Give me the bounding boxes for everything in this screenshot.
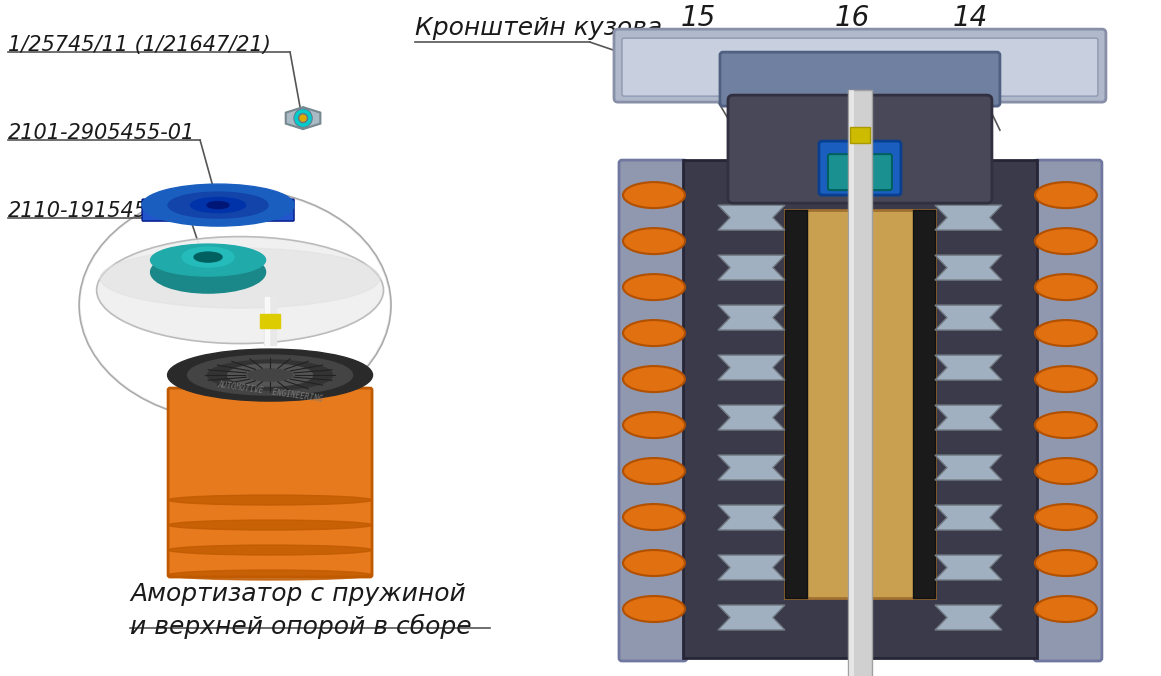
Ellipse shape — [623, 274, 685, 300]
Ellipse shape — [188, 355, 353, 395]
Ellipse shape — [623, 458, 685, 484]
Ellipse shape — [623, 320, 685, 346]
Ellipse shape — [1034, 550, 1097, 576]
Ellipse shape — [1034, 274, 1097, 300]
FancyBboxPatch shape — [728, 95, 991, 203]
Ellipse shape — [1034, 412, 1097, 438]
Ellipse shape — [1034, 320, 1097, 346]
Ellipse shape — [623, 550, 685, 576]
Ellipse shape — [1034, 458, 1097, 484]
FancyBboxPatch shape — [614, 29, 1106, 102]
Bar — [785, 210, 935, 598]
Text: 2101-2905455-01: 2101-2905455-01 — [8, 123, 195, 143]
Polygon shape — [717, 355, 785, 380]
Ellipse shape — [1034, 366, 1097, 392]
Ellipse shape — [228, 364, 312, 386]
Polygon shape — [935, 605, 1002, 630]
Bar — [913, 210, 935, 598]
Polygon shape — [717, 505, 785, 530]
Text: 14: 14 — [952, 4, 988, 32]
Polygon shape — [286, 107, 320, 129]
Polygon shape — [717, 555, 785, 580]
Ellipse shape — [168, 545, 372, 555]
Polygon shape — [935, 505, 1002, 530]
Polygon shape — [717, 455, 785, 480]
Ellipse shape — [623, 504, 685, 530]
Ellipse shape — [623, 596, 685, 622]
Ellipse shape — [247, 369, 293, 381]
Text: 1/25745/11 (1/21647/21): 1/25745/11 (1/21647/21) — [8, 35, 271, 55]
Polygon shape — [717, 405, 785, 430]
Ellipse shape — [194, 252, 222, 262]
Ellipse shape — [182, 247, 235, 267]
Bar — [264, 297, 276, 345]
Ellipse shape — [190, 197, 246, 212]
FancyBboxPatch shape — [619, 160, 687, 661]
Bar — [260, 314, 280, 328]
Bar — [849, 90, 854, 676]
Ellipse shape — [151, 251, 266, 293]
Polygon shape — [717, 305, 785, 330]
Ellipse shape — [623, 228, 685, 254]
Circle shape — [294, 109, 312, 127]
Ellipse shape — [167, 349, 373, 401]
Bar — [265, 297, 269, 345]
Ellipse shape — [168, 570, 372, 580]
FancyBboxPatch shape — [142, 199, 294, 221]
Ellipse shape — [168, 495, 372, 505]
Polygon shape — [935, 405, 1002, 430]
Text: AUTOMOTIVE  ENGINEERING: AUTOMOTIVE ENGINEERING — [217, 380, 324, 404]
FancyBboxPatch shape — [720, 52, 1000, 106]
Polygon shape — [935, 255, 1002, 280]
Polygon shape — [935, 205, 1002, 230]
Text: 16: 16 — [835, 4, 870, 32]
Bar — [848, 90, 872, 676]
Polygon shape — [935, 555, 1002, 580]
Bar — [683, 160, 1037, 658]
Ellipse shape — [98, 237, 382, 343]
FancyBboxPatch shape — [168, 388, 372, 577]
FancyBboxPatch shape — [819, 141, 901, 195]
Circle shape — [300, 115, 307, 121]
Polygon shape — [935, 355, 1002, 380]
Ellipse shape — [80, 190, 390, 420]
Ellipse shape — [207, 201, 229, 209]
FancyBboxPatch shape — [622, 38, 1098, 96]
Ellipse shape — [1034, 504, 1097, 530]
Bar — [850, 127, 870, 143]
Text: 15: 15 — [680, 4, 715, 32]
Ellipse shape — [1034, 228, 1097, 254]
Text: Кронштейн кузова: Кронштейн кузова — [414, 16, 662, 40]
Polygon shape — [717, 255, 785, 280]
Ellipse shape — [623, 412, 685, 438]
Ellipse shape — [1034, 182, 1097, 208]
Ellipse shape — [208, 360, 332, 390]
Ellipse shape — [151, 244, 266, 276]
Ellipse shape — [142, 184, 294, 226]
Polygon shape — [717, 605, 785, 630]
FancyBboxPatch shape — [828, 154, 892, 190]
Text: Амортизатор с пружиной
и верхней опорой в сборе: Амортизатор с пружиной и верхней опорой … — [130, 582, 471, 639]
Polygon shape — [717, 205, 785, 230]
Ellipse shape — [623, 366, 685, 392]
Ellipse shape — [623, 182, 685, 208]
FancyBboxPatch shape — [1034, 160, 1102, 661]
Polygon shape — [935, 455, 1002, 480]
Bar — [785, 210, 807, 598]
Ellipse shape — [168, 192, 268, 218]
Ellipse shape — [168, 520, 372, 530]
Polygon shape — [935, 305, 1002, 330]
Ellipse shape — [100, 248, 380, 308]
Text: 2110-1915450: 2110-1915450 — [8, 201, 161, 221]
Ellipse shape — [1034, 596, 1097, 622]
